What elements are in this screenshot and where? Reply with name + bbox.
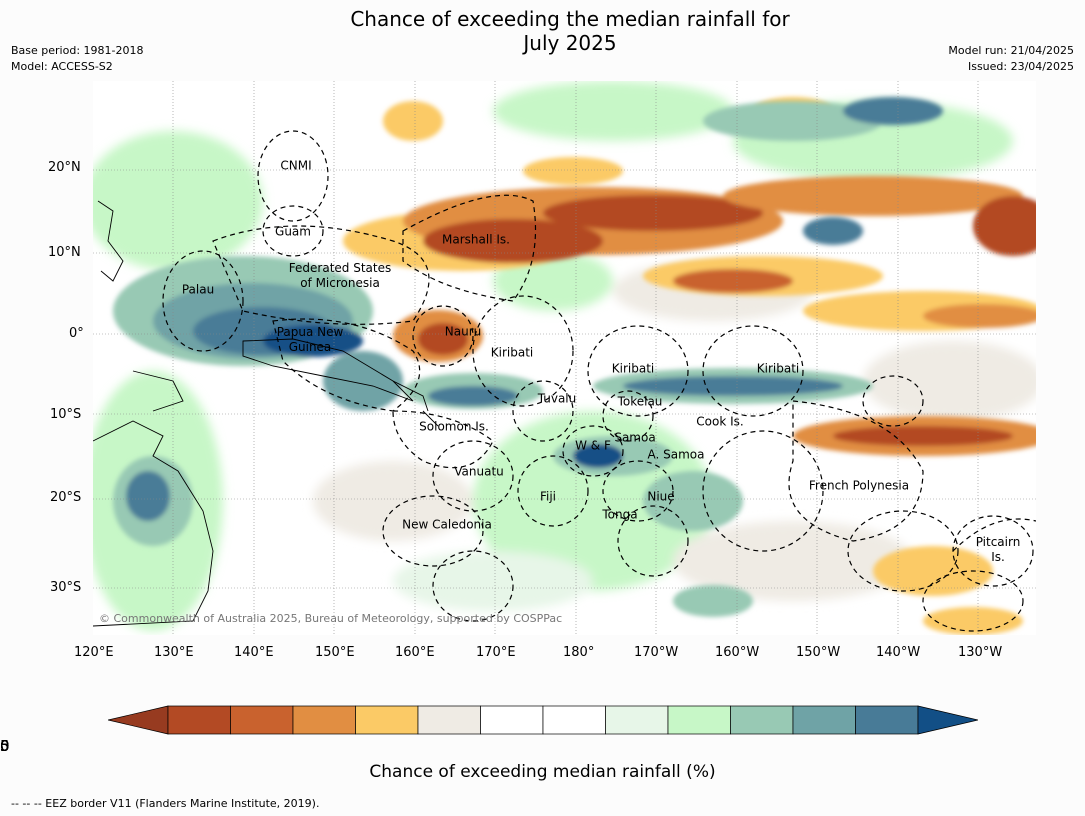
lon-label-140e: 140°E — [234, 645, 274, 660]
colorbar-cell — [355, 705, 419, 735]
region-label-niue: Niue — [647, 489, 675, 504]
region-label-cnmi: CNMI — [280, 158, 312, 173]
colorbar-cell — [667, 705, 731, 735]
lat-label-10s: 10°S — [50, 407, 82, 422]
meta-right: Model run: 21/04/2025 Issued: 23/04/2025 — [948, 43, 1074, 75]
lat-label-20s: 20°S — [50, 490, 82, 505]
region-label-tuvalu: Tuvalu — [537, 391, 577, 406]
region-label-vanuatu: Vanuatu — [454, 464, 504, 479]
eez-borders — [162, 130, 1036, 632]
colorbar-cell — [855, 705, 919, 735]
colorbar-tick-label: 50 — [0, 737, 10, 755]
lon-label-140w: 140°W — [876, 645, 921, 660]
colorbar-tick-label: 65 — [0, 737, 10, 755]
colorbar-cell — [417, 705, 481, 735]
lat-label-20n: 20°N — [48, 160, 81, 175]
lat-label-10n: 10°N — [48, 245, 81, 260]
colorbar-tick-label: 55 — [0, 737, 10, 755]
lon-label-180: 180° — [563, 645, 595, 660]
colorbar-tick-label: 70 — [0, 737, 10, 755]
region-label-french-polynesia: French Polynesia — [808, 478, 910, 493]
lat-label-30s: 30°S — [50, 580, 82, 595]
lon-label-130e: 130°E — [154, 645, 194, 660]
region-label-american-samoa: A. Samoa — [647, 447, 705, 462]
graticule — [93, 81, 1036, 635]
region-label-fiji: Fiji — [539, 489, 557, 504]
region-label-kiribati-east: Kiribati — [756, 361, 800, 376]
colorbar-tick-label: 25 — [0, 737, 10, 755]
dry-anomaly-bands — [343, 97, 1036, 635]
region-label-nauru: Nauru — [444, 324, 482, 339]
colorbar-cell — [792, 705, 856, 735]
region-label-samoa: Samoa — [614, 430, 656, 445]
wet-anomaly-bands — [113, 97, 943, 617]
model-name: Model: ACCESS-S2 — [11, 60, 113, 73]
region-label-tonga: Tonga — [602, 507, 638, 522]
colorbar-tick-label: 75 — [0, 737, 10, 755]
title-line-1: Chance of exceeding the median rainfall … — [350, 7, 790, 31]
colorbar-cell — [292, 705, 356, 735]
lat-label-0: 0° — [69, 326, 84, 341]
colorbar-extend-high — [917, 705, 978, 735]
colorbar-cell — [230, 705, 294, 735]
region-label-guam: Guam — [275, 224, 311, 239]
colorbar-cell — [730, 705, 794, 735]
region-label-pitcairn: Pitcairn Is. — [975, 535, 1021, 564]
coastlines — [93, 200, 439, 627]
colorbar-extend-low — [108, 705, 169, 735]
eez-footnote: -- -- -- EEZ border V11 (Flanders Marine… — [11, 797, 320, 810]
colorbar-tick-label: 60 — [0, 737, 10, 755]
colorbar-tick-label: 35 — [0, 737, 10, 755]
region-label-wallis-futuna: W & F — [575, 438, 611, 453]
map-canvas — [93, 81, 1036, 635]
issued-date: Issued: 23/04/2025 — [967, 60, 1074, 73]
colorbar-cell — [167, 705, 231, 735]
meta-left: Base period: 1981-2018 Model: ACCESS-S2 — [11, 43, 143, 75]
colorbar-tick-label: 30 — [0, 737, 10, 755]
region-label-solomon: Solomon Is. — [419, 419, 489, 434]
region-label-tokelau: Tokelau — [617, 394, 663, 409]
colorbar-cell — [480, 705, 544, 735]
region-label-kiribati-central: Kiribati — [611, 361, 655, 376]
lon-label-170e: 170°E — [476, 645, 516, 660]
rainfall-map[interactable]: CNMI Guam Marshall Is. Federated States … — [93, 81, 1036, 635]
lon-label-170w: 170°W — [634, 645, 679, 660]
colorbar-tick-label: 80 — [0, 737, 10, 755]
colorbar-tick-label: 40 — [0, 737, 10, 755]
lon-label-150e: 150°E — [315, 645, 355, 660]
model-run: Model run: 21/04/2025 — [948, 44, 1074, 57]
region-label-cook-islands: Cook Is. — [696, 414, 744, 429]
map-title: Chance of exceeding the median rainfall … — [0, 7, 1085, 55]
region-label-palau: Palau — [181, 282, 215, 297]
region-label-marshall: Marshall Is. — [442, 232, 510, 247]
lon-label-120e: 120°E — [74, 645, 114, 660]
colorbar-title: Chance of exceeding median rainfall (%) — [369, 762, 716, 782]
region-label-fsm: Federated States of Micronesia — [288, 261, 392, 290]
title-line-2: July 2025 — [523, 31, 617, 55]
colorbar-tick-label: 20 — [0, 737, 10, 755]
copyright-notice: © Commonwealth of Australia 2025, Bureau… — [99, 612, 563, 625]
region-label-kiribati-west: Kiribati — [490, 345, 534, 360]
region-label-new-caledonia: New Caledonia — [402, 517, 492, 532]
region-label-png: Papua New Guinea — [276, 325, 344, 354]
colorbar-cell — [542, 705, 606, 735]
colorbar-cell — [605, 705, 669, 735]
base-period: Base period: 1981-2018 — [11, 44, 144, 57]
lon-label-160w: 160°W — [715, 645, 760, 660]
colorbar-tick-label: 45 — [0, 737, 10, 755]
lon-label-160e: 160°E — [395, 645, 435, 660]
colorbar — [108, 705, 978, 735]
lon-label-130w: 130°W — [958, 645, 1003, 660]
lon-label-150w: 150°W — [796, 645, 841, 660]
